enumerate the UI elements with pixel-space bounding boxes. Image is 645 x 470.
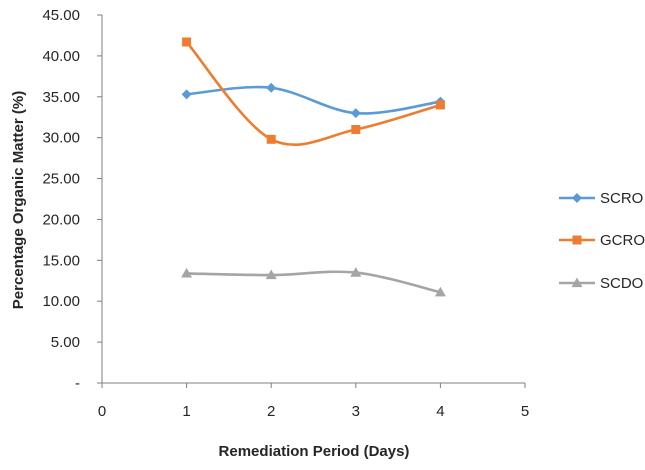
data-point-scdo (350, 267, 362, 277)
data-point-scro (350, 108, 361, 119)
series-line-gcro (185, 40, 442, 146)
data-point-gcro (266, 134, 276, 144)
data-point-scro (181, 89, 192, 100)
y-tick-label: 10.00 (42, 293, 80, 310)
y-tick-label: 20.00 (42, 211, 80, 228)
legend-label-scro: SCRO (600, 190, 643, 207)
x-tick-label: 0 (98, 403, 106, 420)
y-tick-label: 25.00 (42, 171, 80, 188)
legend-label-gcro: GCRO (600, 232, 645, 249)
data-point-scdo (434, 286, 446, 297)
y-tick-label: 5.00 (51, 334, 80, 351)
y-axis-title: Percentage Organic Matter (%) (10, 91, 27, 309)
data-point-scro (266, 82, 277, 93)
series-line-scdo (185, 270, 442, 294)
series-layer (181, 37, 446, 297)
series-scdo (181, 267, 446, 297)
data-point-scdo (265, 269, 277, 280)
y-tick-label: - (75, 375, 80, 392)
data-point-gcro (435, 100, 445, 110)
legend-marker-scdo (571, 277, 583, 288)
x-tick-label: 5 (521, 403, 529, 420)
legend: SCRO GCRO SCDO (559, 190, 645, 292)
y-tick-label: 40.00 (42, 48, 80, 65)
legend-item-scro: SCRO (559, 190, 643, 207)
data-point-gcro (182, 37, 192, 47)
legend-item-scdo: SCDO (559, 275, 643, 292)
x-tick-label: 4 (436, 403, 444, 420)
x-tick-label: 2 (267, 403, 275, 420)
x-tick-label: 1 (182, 403, 190, 420)
x-axis-title: Remediation Period (Days) (219, 443, 410, 460)
series-gcro (182, 37, 445, 146)
legend-label-scdo: SCDO (600, 275, 643, 292)
legend-marker-scro (572, 193, 582, 203)
axes: - 5.00 10.00 15.00 20.00 25.00 30.00 35.00 40.00… (42, 7, 529, 420)
legend-marker-gcro (572, 235, 582, 245)
x-tick-label: 3 (352, 403, 360, 420)
y-tick-label: 15.00 (42, 252, 80, 269)
legend-item-gcro: GCRO (559, 232, 645, 249)
y-tick-label: 35.00 (42, 89, 80, 106)
data-point-scdo (181, 267, 193, 278)
y-tick-label: 30.00 (42, 130, 80, 147)
data-point-gcro (351, 124, 361, 134)
y-tick-label: 45.00 (42, 7, 80, 24)
